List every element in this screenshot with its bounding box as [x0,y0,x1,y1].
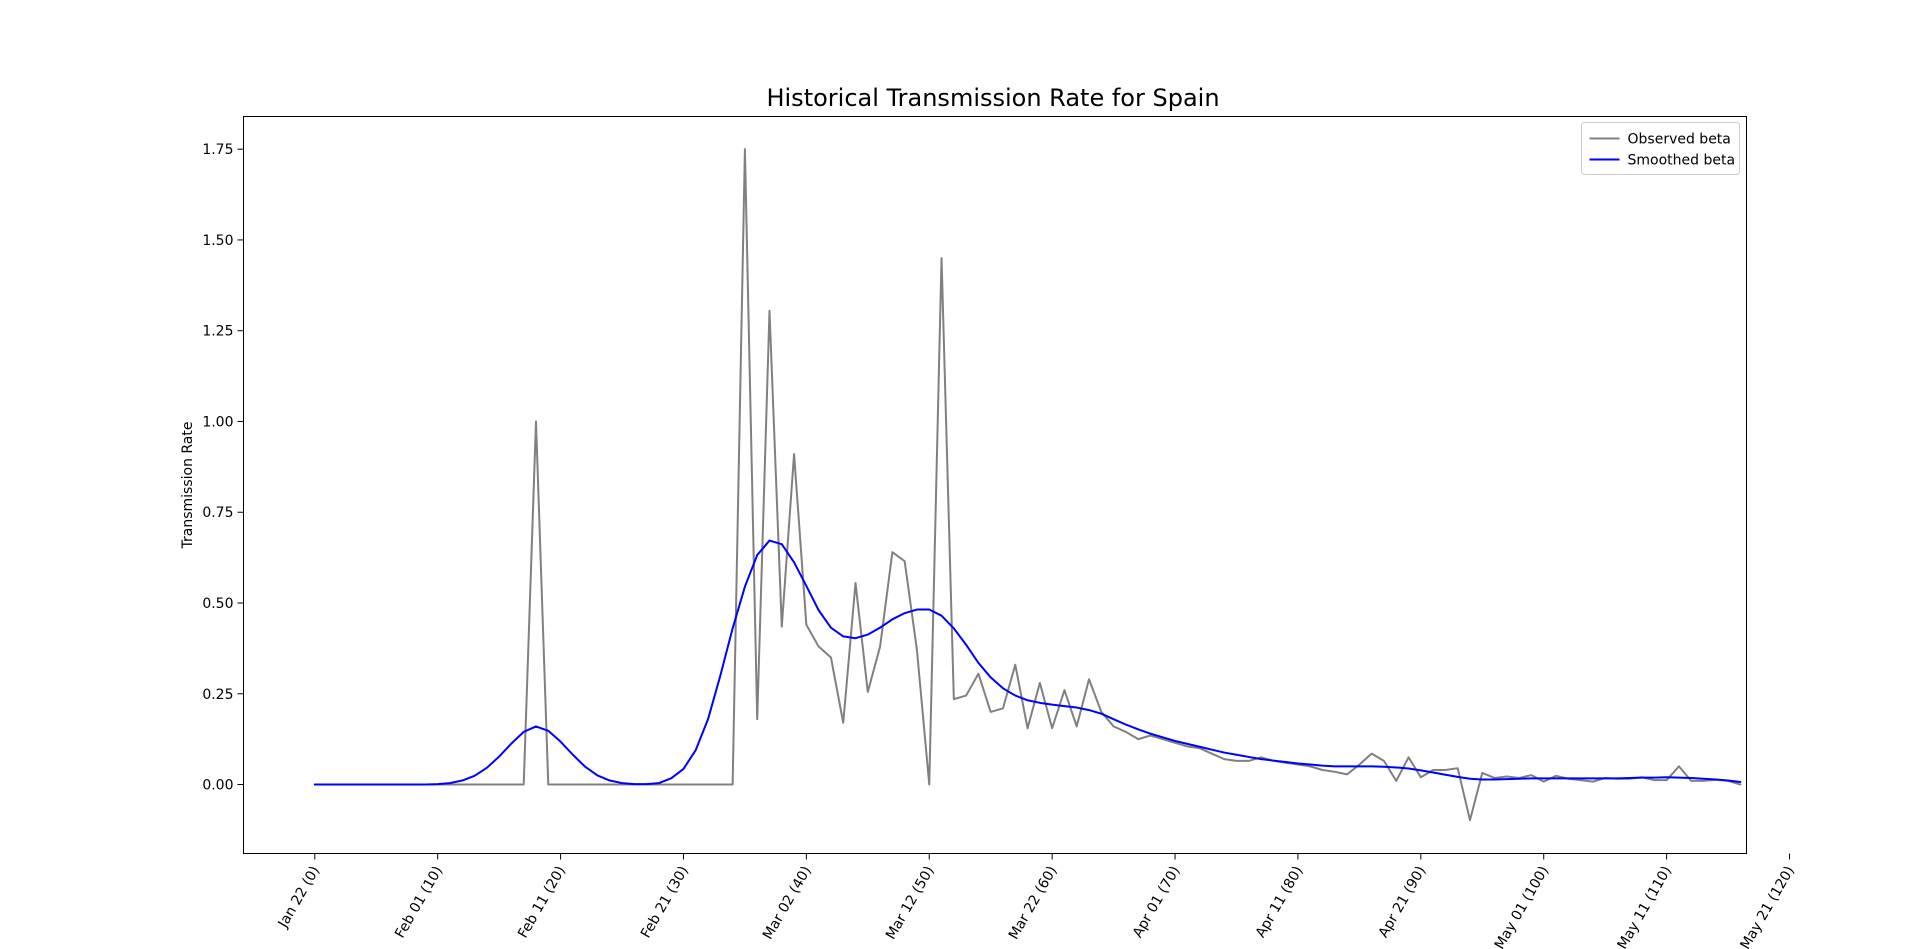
y-tick-label-1.25: 1.25 [202,324,233,340]
y-tick-label-0.25: 0.25 [202,687,233,703]
series-line-observed-beta [313,148,1742,822]
y-tick-label-0.00: 0.00 [202,778,233,794]
legend-label-observed-beta: Observed beta [1628,132,1731,148]
y-tick-label-1.75: 1.75 [202,142,233,158]
plot-frame [243,116,1747,854]
y-tick-label-1.50: 1.50 [202,233,233,249]
legend-box [1581,122,1740,175]
legend: Observed beta Smoothed beta [1581,122,1740,175]
y-axis-label: Transmission Rate [180,422,196,550]
y-tick-label-0.75: 0.75 [202,505,233,521]
y-axis: 0.00 0.25 0.50 0.75 1.00 1.25 1.50 1.75 [202,142,244,794]
y-tick-label-1.00: 1.00 [202,414,233,430]
y-tick-label-0.50: 0.50 [202,596,233,612]
legend-label-smoothed-beta: Smoothed beta [1628,153,1736,169]
series-line-smoothed-beta [313,539,1742,786]
chart-title: Historical Transmission Rate for Spain [766,84,1219,112]
plot-area [313,148,1742,822]
